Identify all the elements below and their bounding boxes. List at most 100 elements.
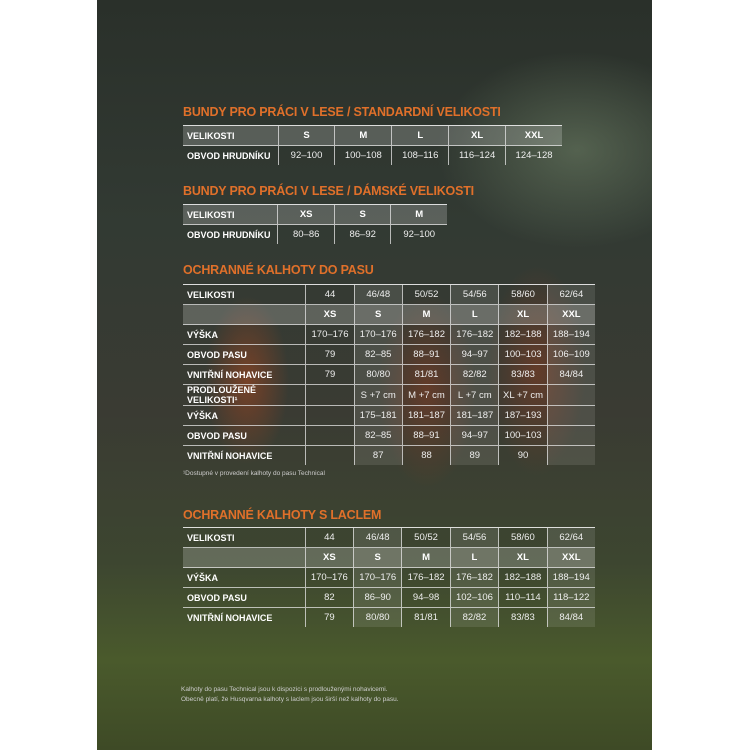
- row-label: VNITŘNÍ NOHAVICE: [183, 607, 306, 627]
- table-cell: 89: [450, 445, 499, 465]
- table-cell: 46/48: [352, 527, 402, 548]
- table-cell: XXL: [505, 125, 562, 146]
- table-row: VÝŠKA 170–176 170–176 176–182 176–182 182–188…: [183, 324, 595, 345]
- table-cell: 79: [305, 364, 355, 385]
- row-label: VELIKOSTI: [183, 527, 306, 548]
- table-cell: 181–187: [401, 405, 451, 426]
- table-row: VELIKOSTI 44 46/48 50/52 54/56 58/60 62/64: [183, 284, 595, 305]
- forest-background-photo: BUNDY PRO PRÁCI V LESE / STANDARDNÍ VELI…: [97, 0, 652, 750]
- table-row: VÝŠKA 170–176 170–176 176–182 176–182 182–188…: [183, 567, 595, 588]
- row-label: OBVOD PASU: [183, 344, 306, 365]
- table-cell: 54/56: [449, 527, 499, 548]
- table-cell: 170–176: [353, 324, 403, 345]
- table-cell: 44: [305, 284, 355, 305]
- row-label: VELIKOSTI: [183, 284, 306, 305]
- table-cell: 86–92: [333, 224, 391, 244]
- table-cell: 106–109: [546, 344, 595, 365]
- table-cell: 108–116: [391, 145, 449, 165]
- table-cell: 54/56: [450, 284, 499, 305]
- table-header-row: VELIKOSTI S M L XL XXL: [183, 125, 562, 146]
- size-table-standard-jackets: VELIKOSTI S M L XL XXL OBVOD HRUDNÍKU 92–100 100…: [183, 125, 562, 165]
- table-cell: [305, 425, 355, 446]
- table-cell: XXL: [546, 304, 595, 325]
- table-cell: 50/52: [401, 527, 451, 548]
- table-cell: 170–176: [305, 324, 355, 345]
- row-label: OBVOD HRUDNÍKU: [183, 224, 278, 244]
- table-cell: 187–193: [498, 405, 548, 426]
- table-cell: 80/80: [353, 364, 403, 385]
- table-row: VNITŘNÍ NOHAVICE 87 88 89 90: [183, 445, 595, 465]
- table-cell: 88–91: [401, 344, 451, 365]
- table-cell: S +7 cm: [353, 384, 403, 406]
- table-cell: 50/52: [401, 284, 451, 305]
- table-cell: L +7 cm: [450, 384, 499, 406]
- table-cell: [546, 425, 595, 446]
- table-cell: XS: [305, 304, 355, 325]
- table-header-row: XS S M L XL XXL: [183, 547, 595, 568]
- table-cell: [546, 405, 595, 426]
- table-cell: 182–188: [498, 324, 548, 345]
- footer-note-1: Kalhoty do pasu Technical jsou k dispozi…: [181, 686, 388, 693]
- table-cell: 88–91: [401, 425, 451, 446]
- table-cell: 62/64: [546, 527, 595, 548]
- table-cell: 188–194: [546, 324, 595, 345]
- row-label: PRODLOUŽENÉ VELIKOSTI¹: [183, 384, 306, 406]
- table-cell: M: [334, 125, 392, 146]
- row-label: VÝŠKA: [183, 324, 306, 345]
- table-cell: 175–181: [353, 405, 403, 426]
- table-cell: 58/60: [498, 527, 548, 548]
- table-cell: 82/82: [450, 364, 499, 385]
- table-row: PRODLOUŽENÉ VELIKOSTI¹ S +7 cm M +7 cm L +7…: [183, 384, 595, 406]
- table-cell: 94–98: [401, 587, 451, 608]
- table-cell: 86–90: [352, 587, 402, 608]
- row-label: [183, 547, 306, 568]
- table-cell: L: [449, 547, 499, 568]
- table-cell: XXL: [546, 547, 595, 568]
- row-label: VELIKOSTI: [183, 204, 278, 225]
- table-header-row: VELIKOSTI XS S M: [183, 204, 447, 225]
- table-cell: M: [390, 204, 447, 225]
- table-cell: 62/64: [546, 284, 595, 305]
- table-cell: XL +7 cm: [498, 384, 548, 406]
- table-cell: 79: [305, 344, 355, 365]
- row-label: VELIKOSTI: [183, 125, 279, 146]
- table-cell: 82/82: [449, 607, 499, 627]
- footnote-technical: ¹Dostupné v provedení kalhoty do pasu Te…: [183, 470, 325, 477]
- table-cell: S: [352, 547, 402, 568]
- table-cell: 100–103: [498, 344, 548, 365]
- table-cell: XS: [277, 204, 335, 225]
- table-cell: M +7 cm: [401, 384, 451, 406]
- row-label: VÝŠKA: [183, 567, 306, 588]
- table-cell: M: [401, 547, 451, 568]
- table-cell: XS: [304, 547, 354, 568]
- table-cell: 170–176: [352, 567, 402, 588]
- table-cell: 182–188: [498, 567, 548, 588]
- table-cell: 110–114: [498, 587, 548, 608]
- row-label: VÝŠKA: [183, 405, 306, 426]
- table-row: VNITŘNÍ NOHAVICE 79 80/80 81/81 82/82 83/83 84…: [183, 364, 595, 385]
- table-cell: [546, 445, 595, 465]
- row-label: VNITŘNÍ NOHAVICE: [183, 445, 306, 465]
- table-cell: 81/81: [401, 607, 451, 627]
- table-cell: 88: [401, 445, 451, 465]
- table-row: OBVOD HRUDNÍKU 80–86 86–92 92–100: [183, 224, 447, 244]
- table-cell: 82–85: [353, 425, 403, 446]
- table-cell: 58/60: [498, 284, 548, 305]
- table-cell: S: [277, 125, 335, 146]
- row-label: VNITŘNÍ NOHAVICE: [183, 364, 306, 385]
- table-cell: 82: [304, 587, 354, 608]
- table-cell: L: [450, 304, 499, 325]
- table-cell: [305, 445, 355, 465]
- row-label: OBVOD PASU: [183, 587, 306, 608]
- table-cell: 100–108: [334, 145, 392, 165]
- table-cell: 176–182: [450, 324, 499, 345]
- table-cell: [305, 405, 355, 426]
- table-cell: 100–103: [498, 425, 548, 446]
- table-cell: S: [333, 204, 391, 225]
- table-row: VÝŠKA 175–181 181–187 181–187 187–193: [183, 405, 595, 426]
- size-table-waist-trousers: VELIKOSTI 44 46/48 50/52 54/56 58/60 62/64 XS S M…: [183, 284, 595, 465]
- footer-note-2: Obecně platí, že Husqvarna kalhoty s lac…: [181, 696, 399, 703]
- table-cell: 176–182: [401, 324, 451, 345]
- table-cell: 116–124: [448, 145, 506, 165]
- table-row: OBVOD PASU 82 86–90 94–98 102–106 110–114 118–…: [183, 587, 595, 608]
